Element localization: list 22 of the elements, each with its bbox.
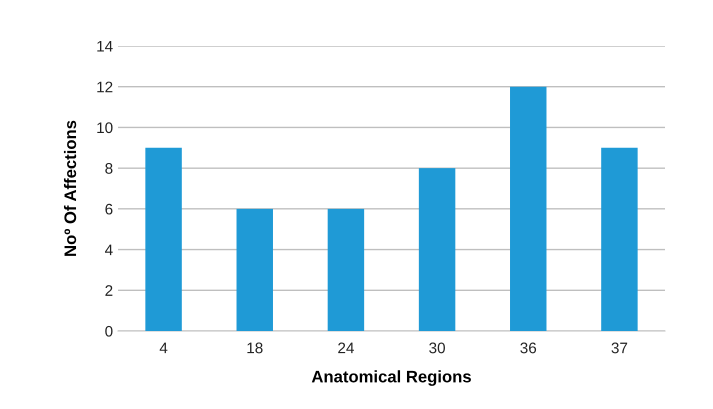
y-tick-label: 8 xyxy=(105,163,112,174)
x-tick-label: 24 xyxy=(338,342,354,354)
bar xyxy=(418,168,456,331)
x-tick-label: 4 xyxy=(160,342,168,354)
y-tick-label: 12 xyxy=(97,82,112,92)
x-tick-label: 36 xyxy=(520,342,536,354)
y-tick-label: 10 xyxy=(97,122,113,134)
y-tick-label: 6 xyxy=(105,204,112,215)
bar xyxy=(601,148,638,331)
x-tick-label: 18 xyxy=(247,342,263,354)
y-tick-label: 14 xyxy=(97,41,113,52)
y-tick-label: 4 xyxy=(104,244,113,256)
bar xyxy=(145,148,182,331)
y-tick-label: 0 xyxy=(105,326,113,337)
bar xyxy=(328,208,364,331)
x-tick-label: 30 xyxy=(429,342,445,354)
bar xyxy=(510,86,546,331)
bar xyxy=(236,208,273,331)
y-tick-label: 2 xyxy=(105,285,112,296)
x-tick-label: 37 xyxy=(612,342,628,354)
x-axis-title: Anatomical Regions xyxy=(312,370,471,386)
y-axis-title: Noº Of Affections xyxy=(64,120,76,256)
